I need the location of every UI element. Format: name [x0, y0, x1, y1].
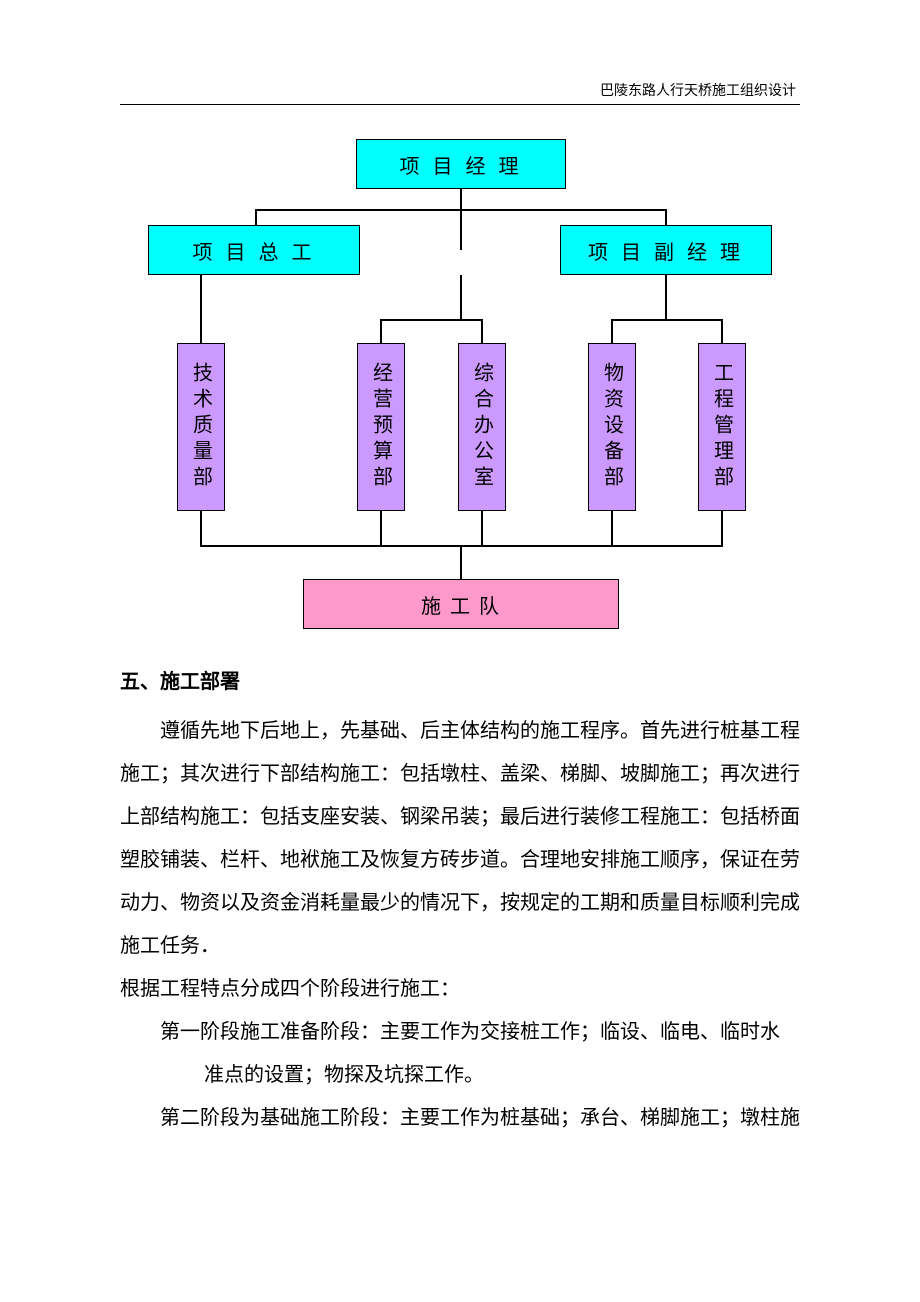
node-label: 经营预算部: [367, 362, 396, 492]
section-heading: 五、施工部署: [120, 661, 800, 704]
edge: [460, 189, 462, 250]
org-chart: 项 目 经 理 项 目 总 工 项 目 副 经 理 技术质量部 经营预算部 综合…: [120, 125, 800, 635]
node-label: 工程管理部: [708, 362, 737, 492]
edge: [380, 511, 382, 545]
edge: [380, 319, 482, 321]
node-project-manager: 项 目 经 理: [356, 139, 566, 189]
body-text: 五、施工部署 遵循先地下后地上，先基础、后主体结构的施工程序。首先进行桩基工程施…: [120, 661, 800, 1140]
header-rule: [120, 104, 800, 105]
edge: [611, 319, 613, 343]
page-header-title: 巴陵东路人行天桥施工组织设计: [120, 80, 800, 104]
edge: [665, 209, 667, 225]
edge: [611, 511, 613, 545]
node-office: 综合办公室: [458, 343, 506, 511]
node-label: 项 目 总 工: [193, 236, 316, 265]
edge: [460, 275, 462, 319]
node-materials: 物资设备部: [588, 343, 636, 511]
node-eng-mgmt: 工程管理部: [698, 343, 746, 511]
edge: [255, 209, 257, 225]
edge: [611, 319, 722, 321]
node-label: 物资设备部: [598, 362, 627, 492]
paragraph: 根据工程特点分成四个阶段进行施工：: [120, 968, 800, 1011]
edge: [460, 545, 462, 579]
edge: [200, 545, 723, 547]
node-label: 项 目 副 经 理: [588, 236, 744, 265]
node-label: 项 目 经 理: [400, 150, 523, 179]
node-label: 技术质量部: [187, 362, 216, 492]
node-deputy-manager: 项 目 副 经 理: [560, 225, 772, 275]
edge: [481, 511, 483, 545]
node-tech-quality: 技术质量部: [177, 343, 225, 511]
stage-line: 第一阶段施工准备阶段：主要工作为交接桩工作；临设、临电、临时水: [120, 1011, 800, 1054]
paragraph: 遵循先地下后地上，先基础、后主体结构的施工程序。首先进行桩基工程施工；其次进行下…: [120, 710, 800, 968]
edge: [200, 511, 202, 545]
edge: [255, 209, 665, 211]
stage-line: 准点的设置；物探及坑探工作。: [120, 1054, 800, 1097]
node-label: 综合办公室: [468, 362, 497, 492]
edge: [721, 511, 723, 545]
edge: [481, 319, 483, 343]
edge: [200, 275, 202, 343]
node-budget: 经营预算部: [357, 343, 405, 511]
stage-line: 第二阶段为基础施工阶段：主要工作为桩基础；承台、梯脚施工；墩柱施: [120, 1097, 800, 1140]
edge: [665, 275, 667, 319]
node-construction-team: 施 工 队: [303, 579, 619, 629]
node-chief-engineer: 项 目 总 工: [148, 225, 360, 275]
edge: [721, 319, 723, 343]
node-label: 施 工 队: [421, 590, 501, 619]
edge: [380, 319, 382, 343]
